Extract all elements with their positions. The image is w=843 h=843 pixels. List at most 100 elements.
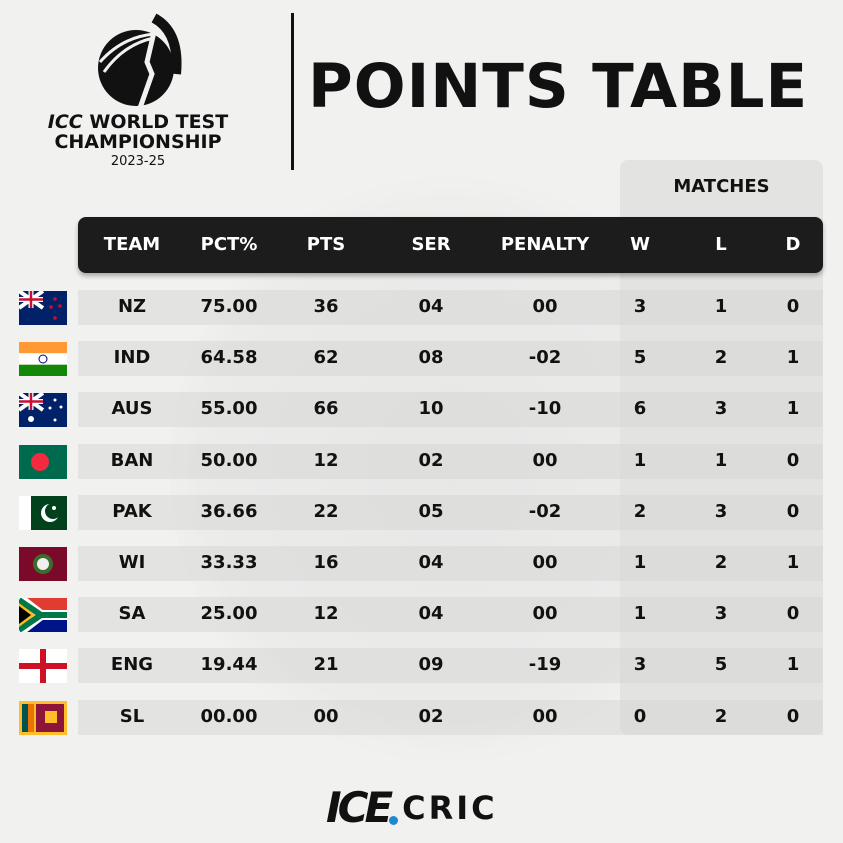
cell-pts: 36 — [313, 296, 339, 317]
cell-l: 1 — [714, 296, 728, 317]
cell-team: SL — [119, 705, 145, 727]
cell-d: 0 — [786, 500, 800, 522]
cell-penalty: -02 — [528, 347, 562, 369]
header-l: L — [715, 234, 727, 255]
cell-pts: 12 — [313, 449, 339, 471]
logo-icc: ICC — [47, 111, 83, 133]
row-band — [78, 699, 823, 735]
cell-pts: 21 — [313, 654, 339, 676]
cell-pct: 33.33 — [200, 552, 258, 573]
header-w: W — [630, 234, 650, 255]
header-penalty: PENALTY — [500, 234, 590, 255]
cell-pts: 16 — [313, 552, 339, 573]
cell-w: 3 — [633, 296, 647, 317]
table-row-nz: NZ 75.00 36 04 00 3 1 0 — [0, 282, 843, 333]
cell-pct: 36.66 — [200, 500, 258, 522]
cell-w: 1 — [633, 552, 647, 573]
pakistan-flag-icon — [19, 495, 67, 530]
header-pts: PTS — [306, 234, 346, 255]
cell-team: AUS — [111, 398, 153, 420]
table-row-ban: BAN 50.00 12 02 00 1 1 0 — [0, 436, 843, 487]
west-indies-flag-icon — [19, 547, 67, 581]
sri-lanka-flag-icon — [19, 700, 67, 735]
cell-l: 1 — [714, 449, 728, 471]
cell-pts: 22 — [313, 500, 339, 522]
cell-w: 1 — [633, 449, 647, 471]
header-team: TEAM — [103, 234, 161, 255]
cell-pts: 66 — [313, 398, 339, 420]
header-d: D — [785, 234, 801, 255]
cell-l: 2 — [714, 347, 728, 369]
cell-penalty: 00 — [532, 705, 558, 727]
india-flag-icon — [19, 342, 67, 377]
cell-penalty: -19 — [528, 654, 562, 676]
row-band — [78, 290, 823, 325]
cell-penalty: -10 — [528, 398, 562, 420]
cell-d: 1 — [786, 654, 800, 676]
cell-team: PAK — [112, 500, 152, 522]
row-band — [78, 341, 823, 377]
cell-l: 2 — [714, 705, 728, 727]
cell-pts: 00 — [313, 705, 339, 727]
cell-team: SA — [118, 603, 146, 625]
cell-team: IND — [113, 347, 151, 369]
table-row-wi: WI 33.33 16 04 00 1 2 1 — [0, 538, 843, 589]
cell-l: 3 — [714, 500, 728, 522]
cell-l: 3 — [714, 398, 728, 420]
australia-flag-icon — [19, 393, 67, 428]
cell-pts: 12 — [313, 603, 339, 625]
row-band — [78, 443, 823, 479]
cell-w: 6 — [633, 398, 647, 420]
cell-pts: 62 — [313, 347, 339, 369]
icecric-logo: ICE CRIC — [326, 783, 498, 832]
row-band — [78, 597, 823, 633]
cell-d: 0 — [786, 296, 800, 317]
cell-l: 5 — [714, 654, 728, 676]
cell-team: ENG — [110, 654, 154, 676]
cell-penalty: 00 — [532, 449, 558, 471]
cell-d: 1 — [786, 347, 800, 369]
cell-w: 2 — [633, 500, 647, 522]
logo-season: 2023-25 — [110, 154, 166, 169]
divider — [291, 13, 294, 170]
cell-d: 0 — [786, 449, 800, 471]
header-ser: SER — [411, 234, 451, 255]
cell-ser: 04 — [418, 296, 444, 317]
wtc-ball-icon — [98, 13, 182, 108]
cell-penalty: 00 — [532, 552, 558, 573]
cell-d: 0 — [786, 705, 800, 727]
cell-ser: 08 — [418, 347, 444, 369]
england-flag-icon — [19, 649, 67, 684]
table-row-aus: AUS 55.00 66 10 -10 6 3 1 — [0, 384, 843, 435]
cell-team: WI — [118, 552, 146, 573]
cell-penalty: -02 — [528, 500, 562, 522]
cell-d: 0 — [786, 603, 800, 625]
cell-w: 0 — [633, 705, 647, 727]
wtc-logo: ICC WORLD TEST CHAMPIONSHIP 2023-25 — [38, 12, 238, 169]
row-band — [78, 494, 823, 530]
row-band — [78, 648, 823, 684]
cell-w: 1 — [633, 603, 647, 625]
header-pct: PCT% — [200, 234, 258, 255]
cell-l: 2 — [714, 552, 728, 573]
table-row-sa: SA 25.00 12 04 00 1 3 0 — [0, 589, 843, 640]
bangladesh-flag-icon — [19, 444, 67, 479]
cell-w: 3 — [633, 654, 647, 676]
row-band — [78, 392, 823, 428]
table-row-ind: IND 64.58 62 08 -02 5 2 1 — [0, 333, 843, 384]
cell-d: 1 — [786, 552, 800, 573]
cell-penalty: 00 — [532, 296, 558, 317]
cell-ser: 10 — [418, 398, 444, 420]
table-header: TEAM PCT% PTS SER PENALTY W L D — [78, 217, 823, 273]
cell-pct: 00.00 — [200, 705, 258, 727]
cell-pct: 19.44 — [200, 654, 258, 676]
brand-cric: CRIC — [402, 789, 498, 827]
cell-l: 3 — [714, 603, 728, 625]
cell-pct: 50.00 — [200, 449, 258, 471]
cell-ser: 04 — [418, 603, 444, 625]
cell-team: BAN — [110, 449, 154, 471]
cell-ser: 05 — [418, 500, 444, 522]
cell-pct: 25.00 — [200, 603, 258, 625]
brand-ice: ICE — [326, 783, 393, 832]
logo-line2: CHAMPIONSHIP — [54, 131, 222, 153]
